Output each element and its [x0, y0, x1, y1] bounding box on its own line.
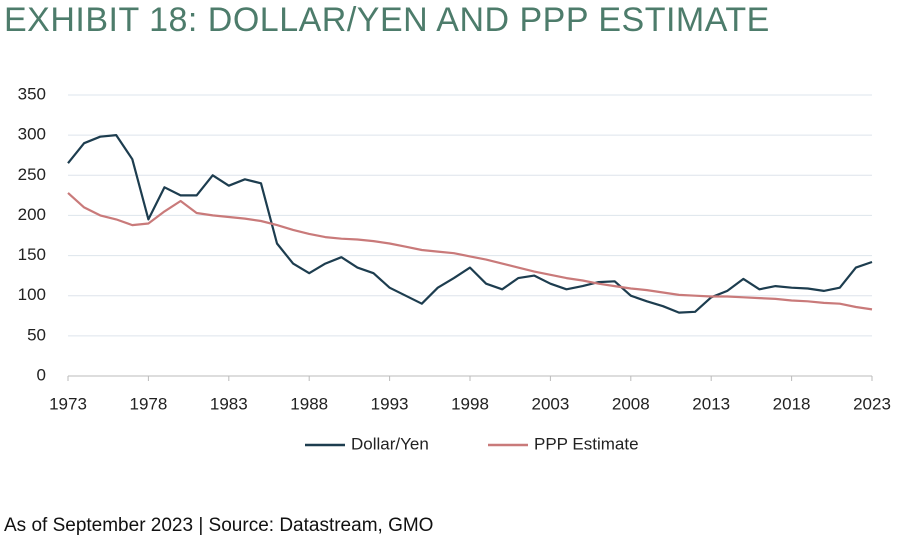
y-tick-label: 100 [18, 285, 46, 304]
y-tick-label: 350 [18, 84, 46, 103]
source-note: As of September 2023 | Source: Datastrea… [4, 515, 433, 536]
x-tick-label: 1973 [49, 394, 87, 413]
x-tick-label: 1998 [451, 394, 489, 413]
x-tick-label: 2018 [773, 394, 811, 413]
x-tick-label: 1978 [129, 394, 167, 413]
x-tick-label: 2013 [692, 394, 730, 413]
x-tick-label: 2023 [853, 394, 891, 413]
x-tick-label: 1993 [371, 394, 409, 413]
chart-title: EXHIBIT 18: DOLLAR/YEN AND PPP ESTIMATE [4, 1, 770, 39]
line [67, 192, 873, 311]
y-tick-label: 200 [18, 205, 46, 224]
legend-label: Dollar/Yen [351, 434, 429, 453]
x-tick-label: 1988 [290, 394, 328, 413]
legend-label: PPP Estimate [534, 434, 639, 453]
x-tick-label: 2008 [612, 394, 650, 413]
x-tick-label: 1983 [210, 394, 248, 413]
line [67, 134, 873, 314]
y-tick-label: 50 [27, 325, 46, 344]
y-tick-label: 0 [37, 365, 46, 384]
y-tick-label: 150 [18, 245, 46, 264]
y-tick-label: 250 [18, 165, 46, 184]
x-tick-label: 2003 [531, 394, 569, 413]
y-tick-label: 300 [18, 125, 46, 144]
